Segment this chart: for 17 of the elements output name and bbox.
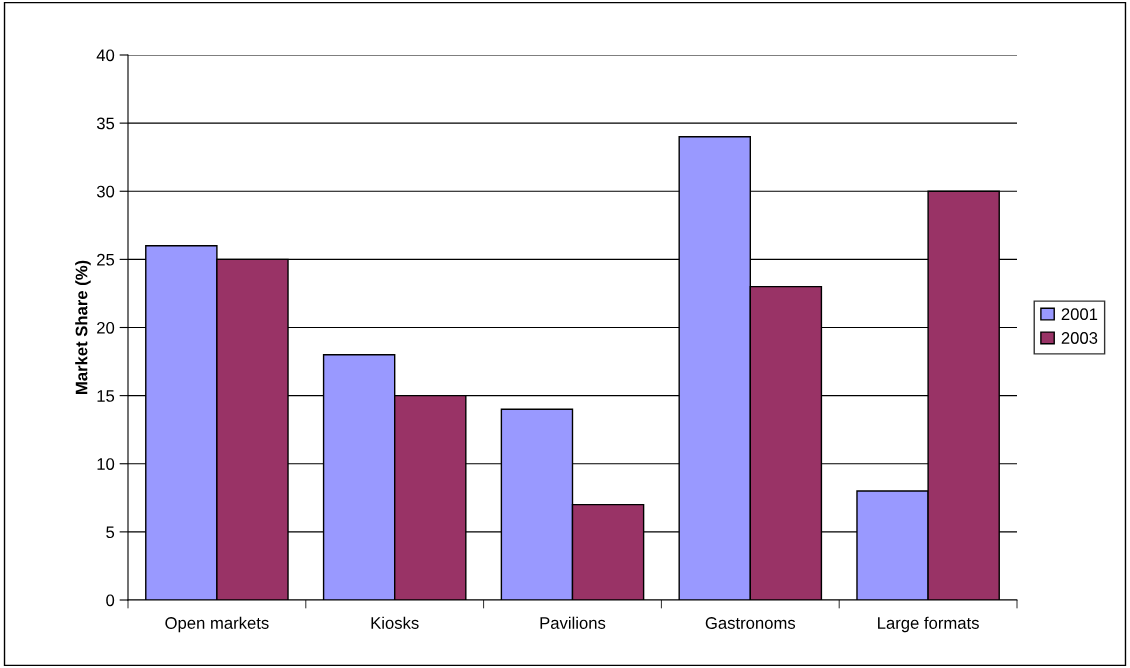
x-tick-label: Open markets [165,616,269,633]
x-tick-label: Large formats [878,616,979,633]
y-tick-label: 10 [97,458,115,470]
y-tick-label: 30 [96,185,115,198]
y-axis-title: Market Share (%) [75,260,91,394]
y-tick-label: 0 [106,594,115,607]
y-tick-label: 15 [97,390,115,402]
y-tick-label: 35 [96,117,115,130]
y-tick-label: 5 [106,526,115,539]
legend-label: 2003 [1061,332,1098,344]
y-tick-label: 40 [96,49,115,62]
legend-label: 2001 [1061,308,1098,321]
y-tick-label: 20 [97,321,115,334]
x-tick-label: Kiosks [371,616,419,629]
x-tick-label: Pavilions [540,616,606,629]
y-tick-label: 25 [97,253,115,266]
x-tick-label: Gastronoms [705,617,796,629]
